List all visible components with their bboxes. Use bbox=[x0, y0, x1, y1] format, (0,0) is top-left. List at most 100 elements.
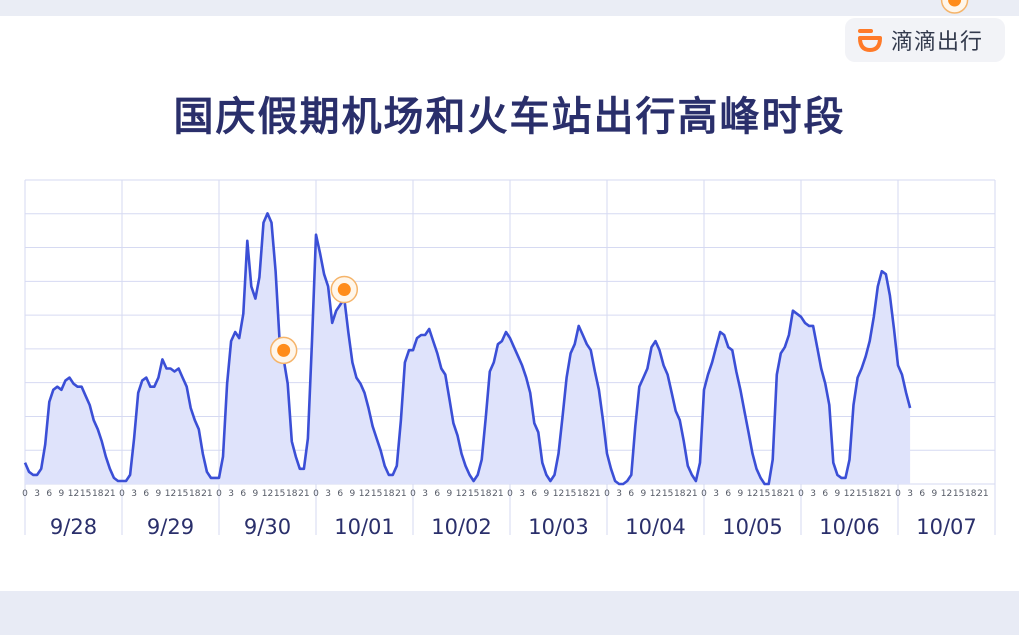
hour-tick-label: 3 bbox=[325, 489, 331, 499]
hour-tick-label: 21 bbox=[395, 489, 406, 499]
hour-tick-label: 15 bbox=[80, 489, 91, 499]
hour-tick-label: 21 bbox=[686, 489, 697, 499]
date-label: 10/07 bbox=[916, 515, 977, 539]
hour-tick-label: 3 bbox=[228, 489, 234, 499]
series-line bbox=[23, 212, 912, 486]
hour-tick-label: 18 bbox=[286, 489, 298, 499]
didi-logo: 滴滴出行 bbox=[845, 18, 1005, 62]
hour-tick-label: 9 bbox=[447, 489, 453, 499]
hour-tick-label: 21 bbox=[977, 489, 988, 499]
hour-tick-label: 21 bbox=[201, 489, 212, 499]
hour-tick-label: 18 bbox=[674, 489, 686, 499]
hour-tick-label: 15 bbox=[759, 489, 770, 499]
didi-logo-icon bbox=[858, 29, 882, 52]
hour-tick-label: 3 bbox=[422, 489, 428, 499]
hour-tick-label: 21 bbox=[783, 489, 794, 499]
hour-tick-label: 3 bbox=[131, 489, 137, 499]
hour-tick-label: 9 bbox=[253, 489, 259, 499]
hour-tick-label: 6 bbox=[725, 489, 731, 499]
hour-tick-label: 9 bbox=[59, 489, 65, 499]
hour-tick-label: 3 bbox=[34, 489, 40, 499]
hour-tick-label: 0 bbox=[604, 489, 610, 499]
hour-tick-label: 15 bbox=[177, 489, 188, 499]
peak-marker bbox=[277, 343, 291, 357]
hour-tick-label: 12 bbox=[553, 489, 564, 499]
hour-tick-label: 3 bbox=[907, 489, 913, 499]
hour-tick-label: 12 bbox=[456, 489, 467, 499]
hour-tick-label: 6 bbox=[531, 489, 537, 499]
hour-tick-label: 12 bbox=[359, 489, 370, 499]
hour-tick-label: 12 bbox=[650, 489, 661, 499]
hour-tick-label: 0 bbox=[119, 489, 125, 499]
hour-tick-label: 9 bbox=[835, 489, 841, 499]
hour-tick-label: 9 bbox=[932, 489, 938, 499]
hour-tick-label: 6 bbox=[240, 489, 246, 499]
hour-tick-label: 21 bbox=[298, 489, 309, 499]
hour-tick-label: 18 bbox=[92, 489, 104, 499]
hour-tick-label: 3 bbox=[810, 489, 816, 499]
hour-tick-label: 12 bbox=[165, 489, 176, 499]
hour-tick-label: 12 bbox=[941, 489, 952, 499]
date-label: 9/30 bbox=[244, 515, 291, 539]
date-label: 9/28 bbox=[50, 515, 97, 539]
hour-tick-label: 9 bbox=[156, 489, 162, 499]
hour-tick-label: 6 bbox=[46, 489, 52, 499]
hour-tick-label: 12 bbox=[747, 489, 758, 499]
logo-text: 滴滴出行 bbox=[891, 30, 984, 55]
bottom-band bbox=[0, 591, 1019, 635]
hour-tick-label: 18 bbox=[383, 489, 395, 499]
hour-tick-label: 15 bbox=[371, 489, 382, 499]
hour-tick-label: 15 bbox=[662, 489, 673, 499]
hour-tick-label: 21 bbox=[492, 489, 503, 499]
date-label: 10/02 bbox=[431, 515, 492, 539]
hour-tick-label: 0 bbox=[507, 489, 513, 499]
hour-tick-label: 6 bbox=[628, 489, 634, 499]
hour-tick-label: 0 bbox=[701, 489, 707, 499]
hour-tick-label: 9 bbox=[738, 489, 744, 499]
hour-tick-label: 9 bbox=[641, 489, 647, 499]
hour-tick-label: 3 bbox=[713, 489, 719, 499]
hour-tick-label: 3 bbox=[519, 489, 525, 499]
hour-tick-label: 9 bbox=[544, 489, 550, 499]
hour-tick-label: 6 bbox=[919, 489, 925, 499]
chart-title: 国庆假期机场和火车站出行高峰时段 bbox=[173, 94, 846, 140]
hour-tick-label: 15 bbox=[565, 489, 576, 499]
hour-tick-label: 21 bbox=[104, 489, 115, 499]
hour-tick-label: 6 bbox=[822, 489, 828, 499]
hour-tick-label: 0 bbox=[798, 489, 804, 499]
date-label: 10/04 bbox=[625, 515, 686, 539]
hour-tick-label: 18 bbox=[771, 489, 783, 499]
hour-tick-label: 21 bbox=[880, 489, 891, 499]
hour-tick-label: 0 bbox=[216, 489, 222, 499]
date-label: 9/29 bbox=[147, 515, 194, 539]
hour-tick-label: 12 bbox=[68, 489, 79, 499]
hour-tick-label: 0 bbox=[22, 489, 28, 499]
hour-tick-label: 21 bbox=[589, 489, 600, 499]
hour-tick-label: 6 bbox=[337, 489, 343, 499]
hour-tick-label: 9 bbox=[350, 489, 356, 499]
hour-tick-label: 0 bbox=[895, 489, 901, 499]
hour-tick-label: 0 bbox=[410, 489, 416, 499]
hour-tick-label: 6 bbox=[434, 489, 440, 499]
hour-tick-label: 12 bbox=[262, 489, 273, 499]
hour-tick-label: 0 bbox=[313, 489, 319, 499]
date-label: 10/03 bbox=[528, 515, 589, 539]
hour-tick-label: 18 bbox=[189, 489, 201, 499]
hour-tick-label: 12 bbox=[844, 489, 855, 499]
hour-tick-label: 3 bbox=[616, 489, 622, 499]
hour-tick-label: 18 bbox=[577, 489, 589, 499]
date-label: 10/06 bbox=[819, 515, 880, 539]
peak-marker bbox=[948, 0, 962, 7]
date-label: 10/01 bbox=[334, 515, 395, 539]
hour-tick-label: 18 bbox=[965, 489, 977, 499]
hour-tick-label: 18 bbox=[868, 489, 880, 499]
hour-tick-label: 6 bbox=[143, 489, 149, 499]
peak-marker bbox=[337, 283, 351, 297]
hour-tick-label: 18 bbox=[480, 489, 492, 499]
hour-tick-label: 15 bbox=[274, 489, 285, 499]
date-label: 10/05 bbox=[722, 515, 783, 539]
hour-tick-label: 15 bbox=[856, 489, 867, 499]
hour-tick-label: 15 bbox=[953, 489, 964, 499]
hour-tick-label: 15 bbox=[468, 489, 479, 499]
